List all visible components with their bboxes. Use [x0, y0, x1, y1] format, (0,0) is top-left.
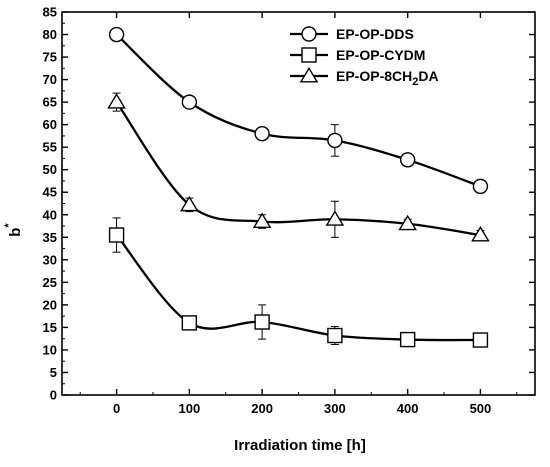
series-circle-group: [108, 26, 489, 195]
y-tick-label: 35: [43, 230, 57, 245]
series-line: [115, 33, 481, 188]
y-tick-label: 85: [43, 5, 57, 20]
x-axis-title: Irradiation time [h]: [234, 437, 366, 454]
data-point: [472, 178, 489, 195]
y-axis-title-sup: *: [3, 223, 15, 228]
data-point: [108, 227, 125, 243]
y-tick-label: 30: [43, 252, 57, 267]
legend-marker: [301, 47, 317, 63]
data-point: [327, 327, 343, 344]
y-tick-label: 20: [43, 297, 57, 312]
x-axis: 0 100 200 300 400 500: [79, 12, 518, 416]
legend: EP-OP-DDS EP-OP-CYDM EP-OP-8CH2DA: [290, 26, 439, 88]
x-tick-label: 300: [324, 401, 346, 416]
y-tick-label: 15: [43, 320, 57, 335]
legend-label-part: 2: [412, 76, 418, 88]
data-point: [325, 210, 345, 226]
data-point: [252, 212, 272, 228]
legend-label: EP-OP-DDS: [336, 26, 414, 42]
data-point: [399, 331, 416, 348]
data-point: [327, 132, 343, 149]
legend-label: EP-OP-8CH2DA: [336, 68, 439, 88]
data-point: [472, 332, 489, 348]
x-tick-label: 500: [470, 401, 492, 416]
y-tick-label: 70: [43, 72, 57, 87]
data-point: [181, 94, 198, 110]
x-tick-label: 100: [178, 401, 200, 416]
y-tick-label: 50: [43, 162, 57, 177]
y-tick-label: 80: [43, 27, 57, 42]
y-tick-label: 5: [50, 365, 57, 380]
y-tick-label: 75: [43, 50, 57, 65]
legend-label-part: EP-OP-CYDM: [336, 47, 425, 63]
plot-border: [61, 11, 536, 396]
legend-marker: [301, 26, 317, 42]
y-tick-label: 0: [50, 388, 57, 403]
y-tick-label: 60: [43, 117, 57, 132]
data-point: [254, 125, 270, 142]
data-point: [399, 152, 416, 168]
legend-label-part: EP-OP-DDS: [336, 26, 414, 42]
data-point: [471, 225, 490, 242]
y-tick-label: 25: [43, 275, 57, 290]
legend-marker: [299, 66, 319, 83]
x-tick-label: 0: [113, 401, 120, 416]
legend-label: EP-OP-CYDM: [336, 47, 425, 63]
data-point: [254, 314, 270, 330]
series-line: [115, 234, 481, 342]
y-tick-label: 55: [43, 140, 57, 155]
series-triangle-group: [107, 92, 490, 242]
data-point: [180, 195, 199, 212]
y-axis-title: b*: [3, 223, 24, 237]
y-axis-title-main: b: [7, 228, 24, 237]
y-tick-label: 40: [43, 207, 57, 222]
data-point: [398, 214, 417, 231]
x-tick-label: 400: [397, 401, 419, 416]
data-point: [108, 26, 125, 43]
y-axis: 0 5 10 15 20 25 30 35 40 45 50 55 60 65 70 75 80 85: [43, 5, 535, 403]
data-point: [107, 93, 126, 109]
series-line: [115, 101, 481, 237]
y-tick-label: 65: [43, 95, 57, 110]
plot-frame: [61, 11, 536, 396]
data-point: [181, 315, 198, 331]
x-tick-label: 200: [251, 401, 273, 416]
legend-label-part: EP-OP-8CH: [336, 68, 412, 84]
y-tick-label: 45: [43, 185, 57, 200]
y-tick-label: 10: [43, 342, 57, 357]
series-square-group: [108, 217, 489, 348]
series-layer: [107, 26, 490, 348]
legend-label-part: DA: [418, 68, 438, 84]
